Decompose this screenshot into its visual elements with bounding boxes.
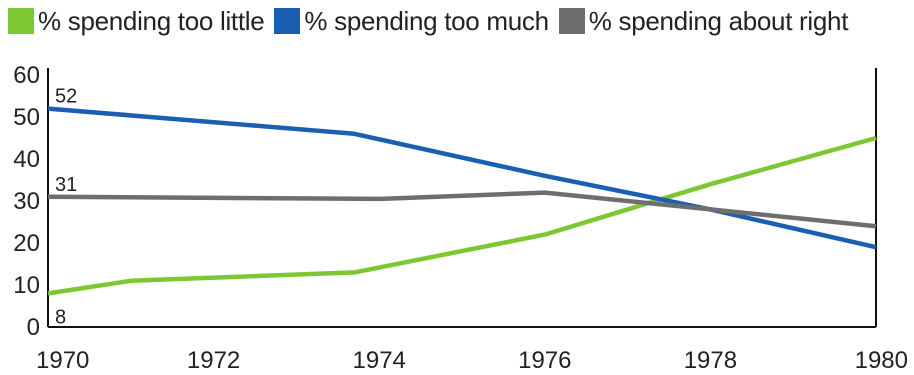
legend-label-too-little: % spending too little <box>38 5 265 36</box>
legend-item-too-much: % spending too much <box>274 5 549 37</box>
legend-swatch-too-little <box>8 8 34 34</box>
series-line-spending-too-much <box>47 106 877 250</box>
x-tick-label-1980: 1980 <box>855 347 908 374</box>
legend-swatch-too-much <box>274 8 301 34</box>
y-tick-label-0: 0 <box>27 314 40 341</box>
legend-item-about-right: % spending about right <box>558 5 849 37</box>
annotation-52: 52 <box>55 86 77 108</box>
tick-labels: 0 10 20 30 40 50 60 1970 1972 1974 1976 1978 1980 <box>13 62 908 374</box>
y-tick-label-40: 40 <box>13 146 40 173</box>
x-tick-label-1978: 1978 <box>684 347 737 374</box>
x-tick-label-1976: 1976 <box>518 347 571 374</box>
legend-label-too-much: % spending too much <box>304 5 549 36</box>
x-tick-label-1972: 1972 <box>187 347 240 374</box>
series-lines <box>47 106 877 296</box>
x-tick-label-1974: 1974 <box>353 347 406 374</box>
y-tick-label-50: 50 <box>13 104 40 131</box>
series-line-spending-about-right <box>47 190 877 229</box>
legend-swatch-about-right <box>558 8 585 34</box>
legend-item-too-little: % spending too little <box>8 5 265 37</box>
legend: % spending too little % spending too muc… <box>8 4 858 38</box>
annotation-31: 31 <box>55 174 77 196</box>
annotation-8: 8 <box>55 306 66 328</box>
series-line-spending-too-little <box>47 135 877 296</box>
legend-label-about-right: % spending about right <box>588 5 849 36</box>
y-tick-label-60: 60 <box>13 62 40 89</box>
y-tick-label-10: 10 <box>13 272 40 299</box>
x-tick-label-1970: 1970 <box>36 347 89 374</box>
y-tick-label-30: 30 <box>13 188 40 215</box>
annotations: 52 31 8 <box>55 86 77 329</box>
y-tick-label-20: 20 <box>13 230 40 257</box>
